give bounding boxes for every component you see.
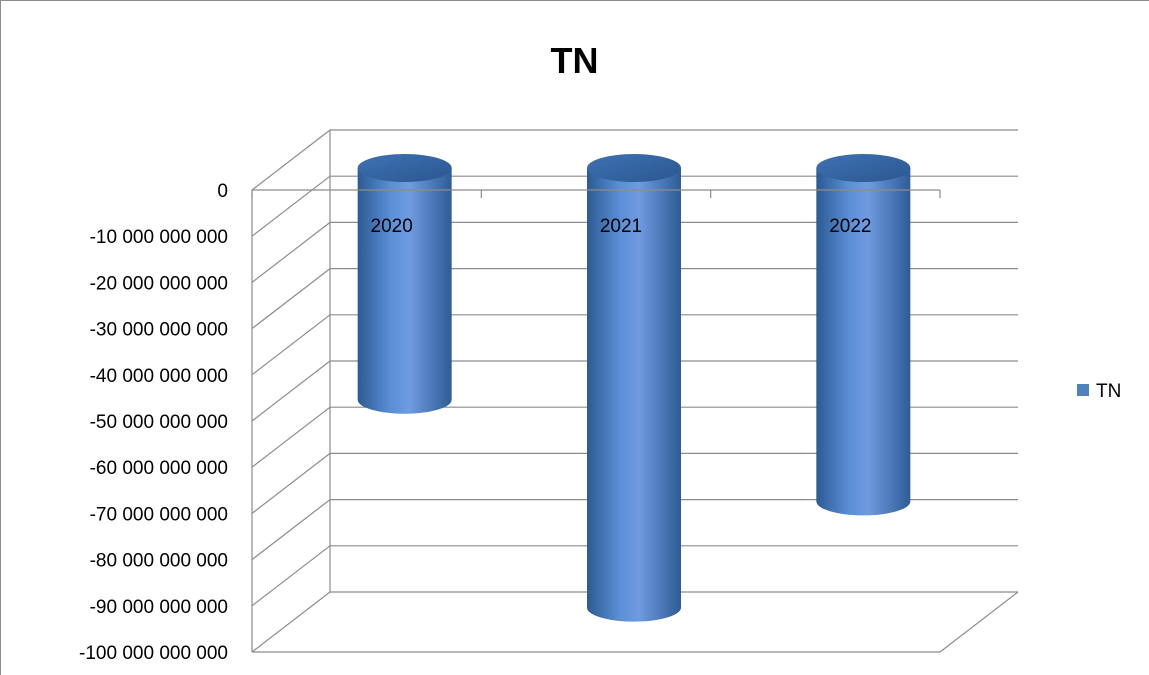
chart-title: TN — [550, 40, 599, 81]
gridline-side — [251, 129, 331, 191]
bar-top — [357, 154, 452, 182]
bar-2021 — [587, 154, 681, 622]
gridline-side — [251, 268, 331, 330]
y-tick-label: -30 000 000 000 — [90, 320, 228, 341]
gridline-side — [251, 499, 331, 561]
bar-body — [587, 168, 681, 622]
bar-body — [357, 168, 452, 414]
gridline-side — [251, 175, 331, 237]
gridline-side — [251, 406, 331, 468]
x-tick-label: 2021 — [600, 216, 642, 237]
bar-2022 — [816, 154, 911, 516]
y-tick-label: -90 000 000 000 — [90, 597, 228, 618]
x-tick-label: 2020 — [371, 216, 413, 237]
bar-top — [587, 154, 681, 182]
bar-top — [816, 154, 911, 182]
gridline-side — [251, 591, 331, 653]
floor-edge-side — [939, 591, 1019, 653]
y-tick-label: 0 — [217, 181, 228, 202]
y-tick-label: -50 000 000 000 — [90, 412, 228, 433]
gridline-side — [251, 360, 331, 422]
x-tick-label: 2022 — [829, 216, 871, 237]
value-axis: 0 -10 000 000 000 -20 000 000 000 -30 000 0… — [79, 181, 253, 664]
legend-swatch — [1077, 384, 1089, 396]
bar-body — [816, 168, 911, 516]
bar-2020 — [357, 154, 452, 414]
gridline-side — [251, 221, 331, 283]
y-tick-label: -20 000 000 000 — [90, 273, 228, 294]
gridline-side — [251, 452, 331, 514]
y-tick-label: -100 000 000 000 — [79, 643, 228, 664]
y-tick-label: -80 000 000 000 — [90, 551, 228, 572]
y-tick-label: -40 000 000 000 — [90, 366, 228, 387]
bars — [357, 154, 911, 622]
y-tick-label: -60 000 000 000 — [90, 458, 228, 479]
legend: TN — [1077, 381, 1121, 402]
legend-label: TN — [1096, 381, 1121, 402]
category-axis: 2020 2021 2022 — [251, 189, 941, 237]
y-tick-label: -70 000 000 000 — [90, 504, 228, 525]
y-tick-label: -10 000 000 000 — [90, 227, 228, 248]
gridline-side — [251, 545, 331, 607]
gridline-side — [251, 314, 331, 376]
